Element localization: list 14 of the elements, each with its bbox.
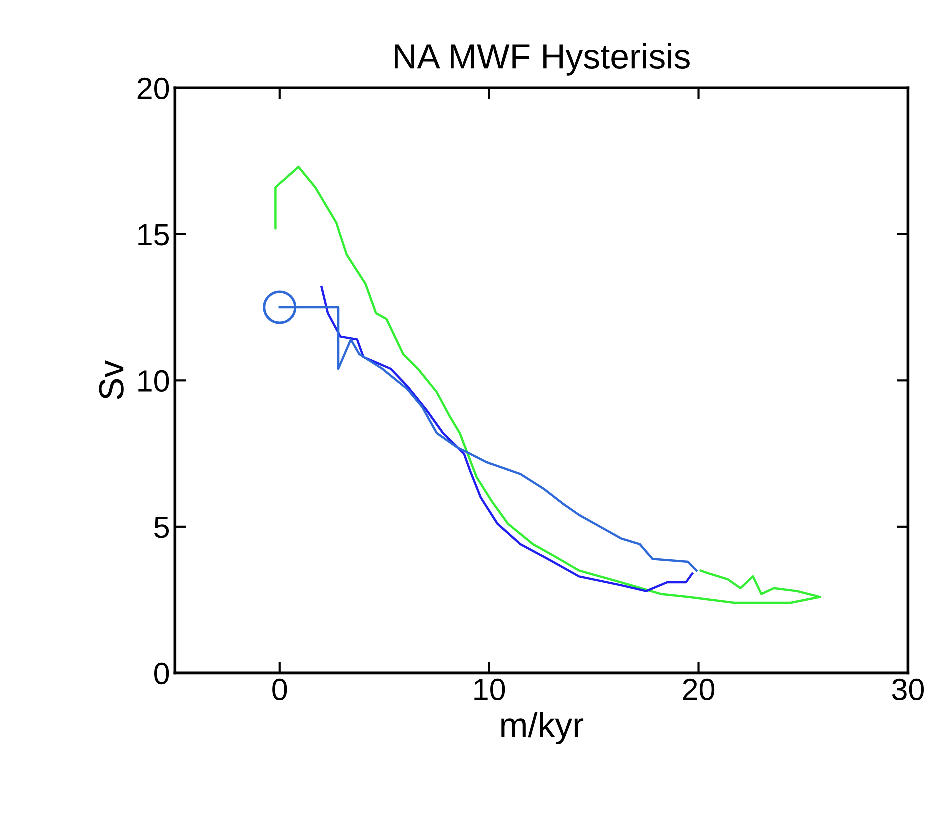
chart-title: NA MWF Hysterisis [395,44,690,76]
x-tick-label: 30 [892,678,924,701]
y-tick-label: 5 [154,516,170,538]
x-axis-title: m/kyr [502,712,584,744]
x-tick-label: 10 [474,678,506,701]
y-tick-label: 10 [138,370,170,392]
y-tick-label: 0 [154,662,170,685]
line-series [320,286,694,592]
x-tick-label: 20 [683,678,715,701]
x-tick-label: 0 [272,678,288,701]
line-series [274,166,822,604]
y-tick-label: 20 [138,78,170,100]
y-axis-title: Sv [99,360,124,400]
y-tick-label: 15 [138,224,170,246]
